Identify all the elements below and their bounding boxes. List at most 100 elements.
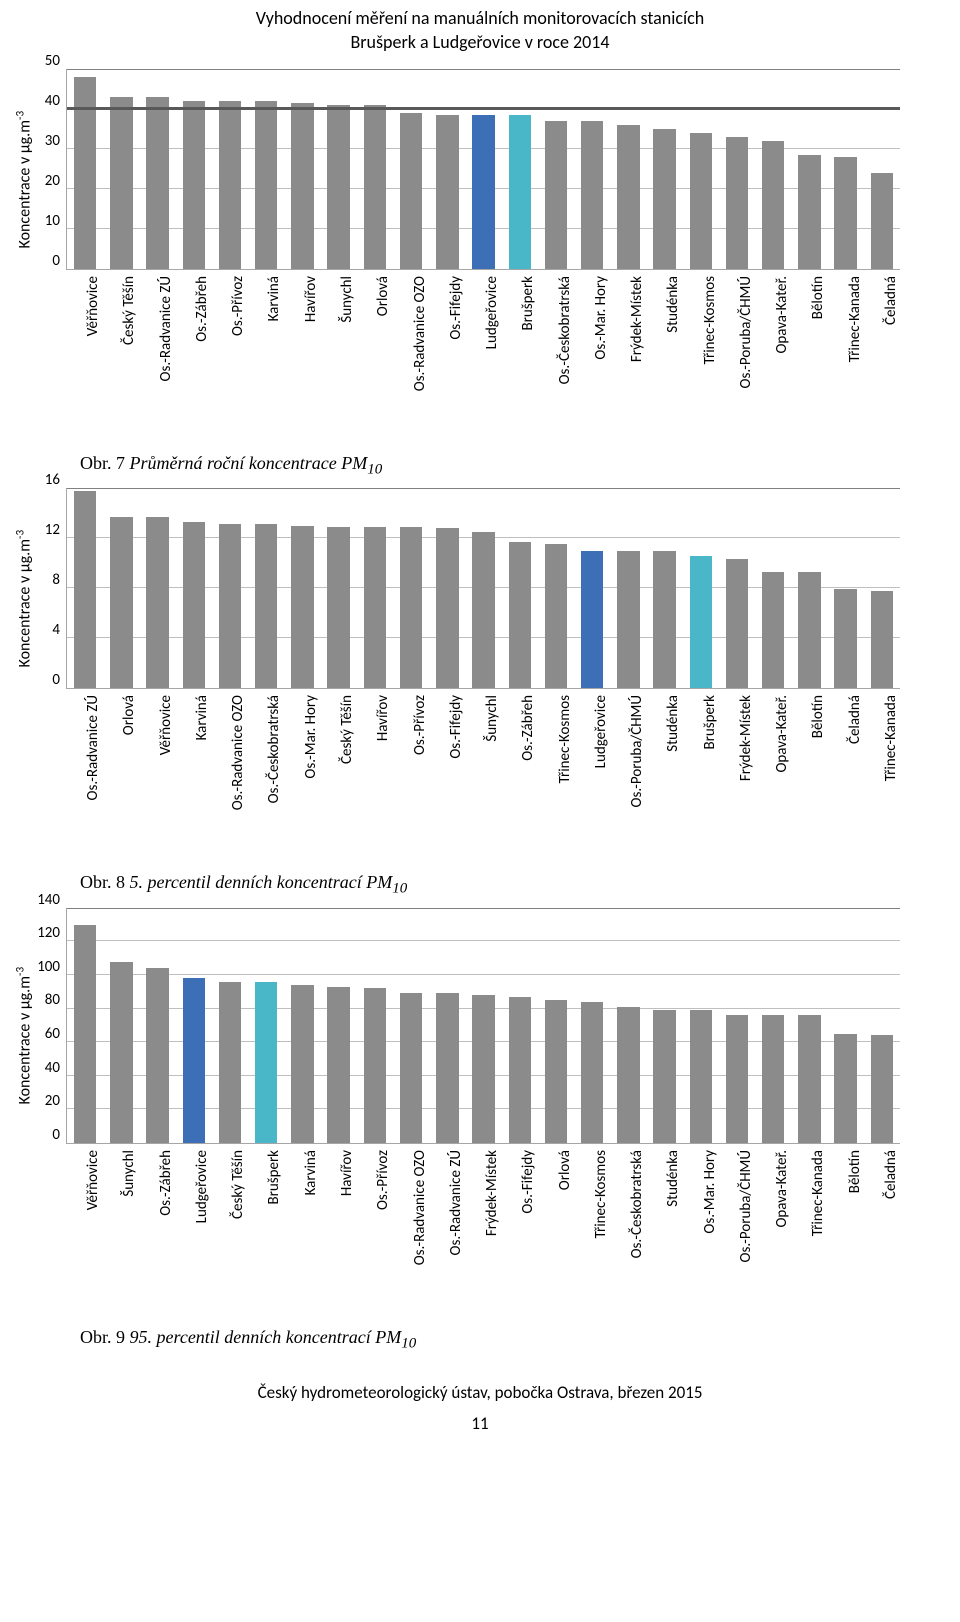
bar — [871, 173, 893, 269]
x-tick-label: Frýdek-Místek — [737, 695, 755, 781]
bar — [581, 1002, 603, 1143]
x-tick-label: Třinec-Kanada — [846, 276, 864, 362]
x-tick-label: Os.-Českobratrská — [628, 1150, 646, 1258]
bar — [364, 527, 386, 688]
caption-3: Obr. 9 95. percentil denních koncentrací… — [80, 1327, 960, 1353]
bar-slot — [357, 69, 393, 269]
x-tick-label: Os.-Mar. Hory — [592, 276, 610, 360]
x-tick-label: Os.-Poruba/ČHMÚ — [737, 1150, 755, 1262]
bar — [798, 1015, 820, 1143]
bar — [472, 995, 494, 1143]
bar — [834, 1034, 856, 1143]
x-tick-label: Opava-Kateř. — [773, 695, 791, 773]
bar — [871, 591, 893, 689]
x-tick-label: Orlová — [556, 1150, 574, 1190]
x-tick-label: Os.-Mar. Hory — [302, 695, 320, 779]
bar-slot — [393, 488, 429, 688]
bar — [762, 572, 784, 688]
x-tick-label: Os.-Přívoz — [411, 695, 429, 755]
bar-slot — [574, 488, 610, 688]
bar-slot — [647, 69, 683, 269]
bar-slot — [393, 69, 429, 269]
bar-slot — [538, 488, 574, 688]
x-tick-label: Třinec-Kosmos — [592, 1150, 610, 1238]
bar-slot — [647, 908, 683, 1143]
bar-slot — [719, 488, 755, 688]
bar-slot — [574, 908, 610, 1143]
x-tick-label: Os.-Poruba/ČHMÚ — [628, 695, 646, 807]
x-axis: Os.-Radvanice ZÚOrlováVěřňoviceKarvináOs… — [60, 689, 900, 844]
bar-slot — [212, 908, 248, 1143]
bar — [762, 141, 784, 269]
bar-slot — [791, 908, 827, 1143]
bar-slot — [502, 908, 538, 1143]
caption-1-sub: 10 — [367, 461, 382, 477]
footer-org: Český hydrometeorologický ústav, pobočka… — [0, 1382, 960, 1403]
x-tick-label: Os.-Radvanice ZÚ — [84, 695, 102, 800]
x-tick-label: Český Těšín — [338, 695, 356, 764]
caption-1-italic: Průměrná roční koncentrace PM — [130, 453, 368, 473]
bar-slot — [465, 908, 501, 1143]
x-tick-label: Orlová — [374, 276, 392, 316]
bar-slot — [248, 488, 284, 688]
x-tick-label: Os.-Radvanice ZÚ — [447, 1150, 465, 1255]
bar — [436, 993, 458, 1142]
bar — [146, 517, 168, 688]
x-tick-label: Os.-Fifejdy — [519, 1150, 537, 1214]
bar-slot — [791, 488, 827, 688]
caption-2-italic: 5. percentil denních koncentrací PM — [130, 872, 393, 892]
x-tick-label: Karviná — [265, 276, 283, 321]
bar-slot — [357, 908, 393, 1143]
bar — [762, 1015, 784, 1143]
bars-container — [67, 69, 900, 269]
x-tick-label: Opava-Kateř. — [773, 276, 791, 354]
bar — [183, 101, 205, 269]
x-tick-label: Os.-Českobratrská — [556, 276, 574, 384]
plot-area — [66, 908, 900, 1144]
bar-slot — [139, 488, 175, 688]
x-tick-label: Bělotín — [846, 1150, 864, 1193]
x-tick-label: Ludgeřovice — [592, 695, 610, 768]
bars-container — [67, 908, 900, 1143]
bar-slot — [429, 488, 465, 688]
plot-area — [66, 69, 900, 270]
bar-slot — [538, 69, 574, 269]
bar-slot — [176, 908, 212, 1143]
bar — [146, 97, 168, 269]
bar — [400, 113, 422, 269]
bar — [617, 1007, 639, 1143]
plot-area — [66, 488, 900, 689]
x-tick-label: Třinec-Kanada — [882, 695, 900, 781]
x-axis: VěřňoviceŠunychlOs.-ZábřehLudgeřoviceČes… — [60, 1144, 900, 1299]
bar-slot — [683, 69, 719, 269]
bar — [219, 101, 241, 269]
x-tick-label: Karviná — [302, 1150, 320, 1195]
bar — [509, 542, 531, 688]
bar — [74, 925, 96, 1143]
bar-slot — [284, 908, 320, 1143]
bar-slot — [429, 69, 465, 269]
bar — [110, 517, 132, 688]
x-tick-label: Os.-Poruba/ČHMÚ — [737, 276, 755, 388]
bar-slot — [864, 908, 900, 1143]
caption-2-sub: 10 — [392, 881, 407, 897]
bar — [219, 982, 241, 1143]
x-tick-label: Orlová — [120, 695, 138, 735]
bar-slot — [864, 69, 900, 269]
x-tick-label: Brušperk — [701, 695, 719, 750]
bar — [472, 115, 494, 269]
y-axis-label: Koncentrace v µg.m-3 — [13, 530, 34, 668]
x-tick-label: Os.-Zábřeh — [193, 276, 211, 342]
bar — [364, 988, 386, 1142]
bar — [653, 551, 675, 689]
y-axis-label: Koncentrace v µg.m-3 — [13, 967, 34, 1105]
bar-slot — [321, 908, 357, 1143]
x-tick-label: Věřňovice — [84, 276, 102, 336]
x-tick-label: Os.-Přívoz — [374, 1150, 392, 1210]
bar-slot — [212, 488, 248, 688]
bar-slot — [103, 908, 139, 1143]
bar — [509, 997, 531, 1143]
bar — [871, 1035, 893, 1142]
x-tick-label: Opava-Kateř. — [773, 1150, 791, 1228]
page: Vyhodnocení měření na manuálních monitor… — [0, 6, 960, 1464]
